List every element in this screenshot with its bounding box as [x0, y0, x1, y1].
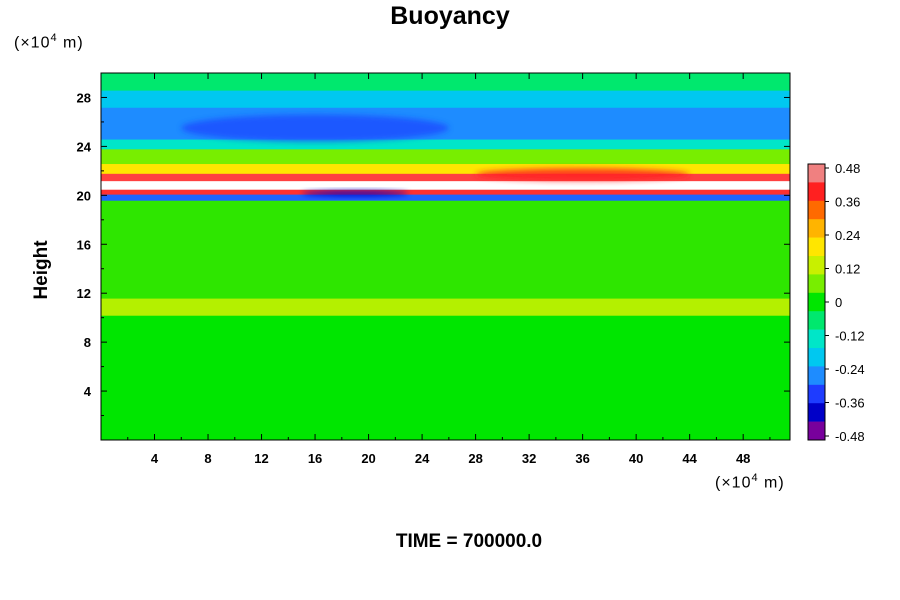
x-tick-label: 24	[415, 451, 430, 466]
chart-title: Buoyancy	[390, 2, 510, 30]
colorbar-tick-label: 0.36	[835, 195, 860, 210]
colorbar-tick-label: 0	[835, 295, 842, 310]
colorbar-swatch	[808, 200, 825, 220]
y-tick-label: 16	[77, 237, 91, 252]
colorbar-tick-label: 0.24	[835, 228, 860, 243]
heatmap-feature-2	[181, 114, 449, 142]
heatmap-feature-1	[475, 168, 690, 181]
colorbar-swatch	[808, 366, 825, 386]
time-label: TIME = 700000.0	[395, 531, 543, 552]
colorbar-swatch	[808, 311, 825, 330]
colorbar: 0.48 0.36 0.24 0.12 0 -0.12 -0.24 -0.36 -0.48	[807, 161, 865, 444]
plot-area	[101, 73, 790, 440]
colorbar-swatch	[808, 182, 825, 202]
y-tick-label: 8	[84, 335, 91, 350]
colorbar-tick-label: 0.48	[835, 161, 860, 176]
heatmap-band-0	[101, 315, 790, 440]
heatmap-band-7	[101, 163, 790, 174]
x-tick-label: 4	[151, 451, 159, 466]
colorbar-tick-label: -0.24	[835, 362, 865, 377]
x-axis-unit: (×104 m)	[715, 472, 785, 492]
colorbar-swatch	[808, 348, 825, 367]
heatmap-band-4	[101, 189, 790, 195]
heatmap-band-3	[101, 194, 790, 201]
heatmap-band-6	[101, 173, 790, 182]
x-tick-label: 8	[204, 451, 211, 466]
colorbar-swatch	[808, 219, 825, 238]
x-tick-label: 48	[736, 451, 750, 466]
heatmap-band-2	[101, 200, 790, 299]
colorbar-swatch	[808, 274, 825, 294]
y-tick-label: 24	[77, 139, 92, 154]
x-tick-label: 44	[682, 451, 697, 466]
colorbar-tick-label: -0.36	[835, 396, 865, 411]
plot-frame	[100, 72, 791, 441]
colorbar-tick-label: -0.48	[835, 429, 865, 444]
heatmap-feature-0	[301, 190, 409, 197]
y-tick-label: 20	[77, 188, 91, 203]
colorbar-swatch	[808, 292, 825, 312]
x-tick-label: 20	[361, 451, 375, 466]
heatmap-band-5	[101, 180, 790, 190]
heatmap-band-9	[101, 139, 790, 150]
x-tick-label: 12	[254, 451, 268, 466]
y-tick-label: 4	[84, 384, 92, 399]
heatmap-band-1	[101, 298, 790, 316]
y-tick-label: 28	[77, 90, 91, 105]
x-tick-label: 40	[629, 451, 643, 466]
colorbar-swatch	[808, 329, 825, 349]
x-tick-label: 32	[522, 451, 536, 466]
colorbar-tick-label: 0.12	[835, 262, 860, 277]
colorbar-swatch	[808, 421, 825, 441]
y-axis-unit: (×104 m)	[14, 32, 84, 52]
x-tick-label: 36	[575, 451, 589, 466]
heatmap-band-8	[101, 148, 790, 165]
colorbar-swatch	[808, 164, 825, 183]
x-tick-label: 28	[468, 451, 482, 466]
heatmap-band-12	[101, 73, 790, 91]
x-tick-label: 16	[308, 451, 322, 466]
colorbar-swatch	[808, 384, 825, 404]
colorbar-swatch	[808, 256, 825, 275]
heatmap-band-11	[101, 90, 790, 108]
y-tick-label: 12	[77, 286, 91, 301]
colorbar-swatch	[808, 403, 825, 422]
colorbar-swatch	[808, 237, 825, 257]
colorbar-tick-label: -0.12	[835, 329, 865, 344]
